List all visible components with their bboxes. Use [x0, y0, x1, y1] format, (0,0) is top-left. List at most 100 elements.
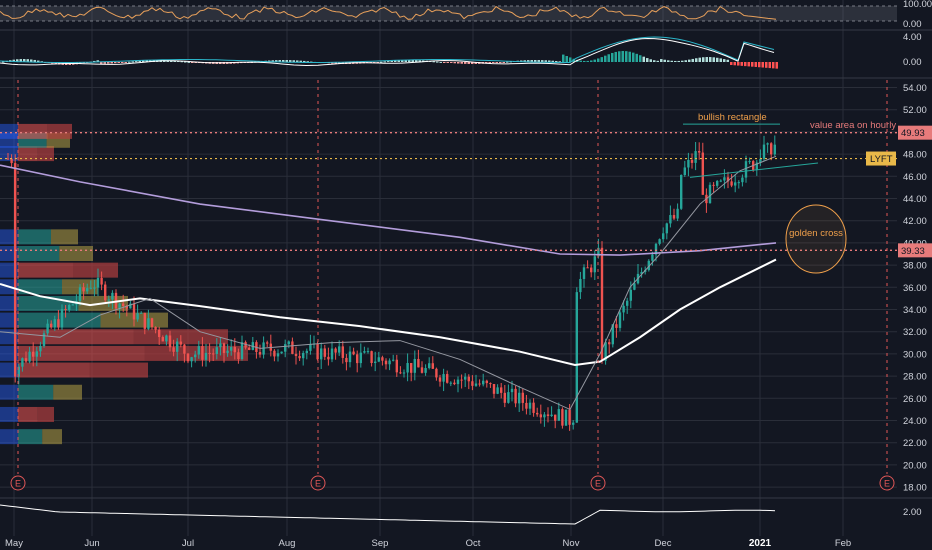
macd-histogram-bar [740, 62, 743, 66]
volume-profile-row [42, 429, 62, 445]
candle-body [690, 159, 694, 163]
volume-profile-row [0, 362, 18, 378]
macd-histogram-bar [744, 62, 747, 67]
macd-histogram-bar [600, 57, 603, 62]
macd-histogram-bar [565, 56, 568, 62]
candle-body [500, 387, 503, 393]
volume-profile-row [0, 429, 18, 445]
candle-body [546, 414, 550, 416]
pane-separators [0, 29, 932, 499]
volume-profile-row [0, 246, 18, 261]
candle-body [222, 343, 226, 353]
candle-body [467, 376, 470, 382]
macd-histogram-bar [733, 62, 736, 66]
macd-histogram-bar [726, 59, 729, 62]
macd-histogram-bar [145, 60, 148, 62]
macd-histogram-bar [338, 62, 341, 64]
earnings-marker[interactable] [879, 475, 895, 491]
macd-histogram-bar [583, 60, 586, 62]
candle-body [417, 358, 420, 368]
x-tick-label: Oct [466, 538, 481, 549]
candle-body [392, 359, 395, 361]
candle-body [579, 278, 582, 293]
price-tick-label: 32.00 [903, 327, 927, 338]
candle-body [420, 367, 424, 373]
candle-body [730, 181, 733, 186]
macd-histogram-bar [649, 59, 652, 62]
candle-body [744, 161, 748, 178]
candle-body [237, 352, 240, 360]
annotation-value-area: value area on hourly [810, 120, 896, 131]
macd-histogram-bar [751, 62, 754, 67]
candle-body [633, 283, 636, 290]
macd-histogram-bar [607, 54, 610, 62]
macd-histogram-bar [642, 56, 645, 62]
annotation-golden-cross: golden cross [789, 228, 843, 239]
volume-profile-row [47, 123, 72, 139]
macd-histogram-bar [597, 58, 600, 62]
candle-body [640, 271, 643, 274]
candle-body [550, 414, 553, 416]
price-tick-label: 24.00 [903, 416, 927, 427]
macd-histogram-bar [537, 60, 540, 62]
macd-histogram-bar [390, 60, 393, 62]
candle-body [536, 412, 539, 415]
candle-body [14, 163, 17, 377]
candle-body [161, 337, 164, 342]
candle-body [57, 319, 60, 328]
macd-histogram-bar [499, 62, 502, 63]
macd-histogram-bar [709, 57, 712, 62]
macd-histogram-bar [695, 58, 698, 62]
candle-body [309, 344, 312, 351]
candle-body [762, 144, 766, 159]
macd-histogram-bar [2, 61, 5, 63]
volume-profile-row [0, 262, 18, 278]
candle-body [154, 326, 157, 330]
candle-body [734, 182, 737, 186]
macd-histogram-bar [194, 62, 197, 63]
macd-histogram-bar [705, 57, 708, 62]
macd-histogram-bar [506, 61, 509, 63]
candle-body [280, 351, 283, 354]
candle-body [554, 414, 557, 421]
candle-body [89, 287, 92, 289]
macd-histogram-bar [684, 60, 687, 62]
candle-body [561, 409, 564, 426]
price-tick-label: 46.00 [903, 172, 927, 183]
macd-histogram-bar [387, 61, 390, 63]
macd-histogram-bar [443, 62, 446, 63]
macd-histogram-bar [495, 62, 498, 63]
earnings-marker[interactable] [310, 475, 326, 491]
macd-tick-label: 0.00 [903, 57, 922, 68]
x-axis: May Jun Jul Aug Sep Oct Nov Dec 2021 Feb [5, 538, 851, 549]
macd-histogram-bar [100, 62, 103, 64]
price-tick-label: 30.00 [903, 349, 927, 360]
candle-body [456, 379, 460, 385]
macd-histogram-bar [296, 60, 299, 62]
macd-histogram-bar [502, 62, 505, 63]
macd-histogram-bar [408, 60, 411, 62]
candle-body [53, 319, 56, 328]
candle-body [168, 335, 172, 348]
volume-profile-row [18, 246, 60, 261]
earnings-marker[interactable] [590, 475, 606, 491]
candle-body [539, 414, 542, 418]
volume-profile-row [18, 345, 145, 361]
candle-body [17, 366, 20, 377]
earnings-marker[interactable] [10, 475, 26, 491]
volume-profile-row [73, 262, 118, 278]
candle-body [68, 304, 71, 310]
volume-profile-row [0, 123, 18, 139]
macd-pane [0, 36, 778, 69]
macd-histogram-bar [628, 51, 631, 62]
candle-body [482, 380, 485, 385]
rsi-pane [0, 5, 897, 22]
candle-body [449, 382, 452, 384]
candle-body [453, 382, 456, 385]
macd-histogram-bar [670, 60, 673, 62]
candle-body [741, 177, 744, 183]
x-tick-label: Nov [563, 538, 580, 549]
candle-body [485, 380, 488, 384]
candle-body [194, 354, 197, 358]
